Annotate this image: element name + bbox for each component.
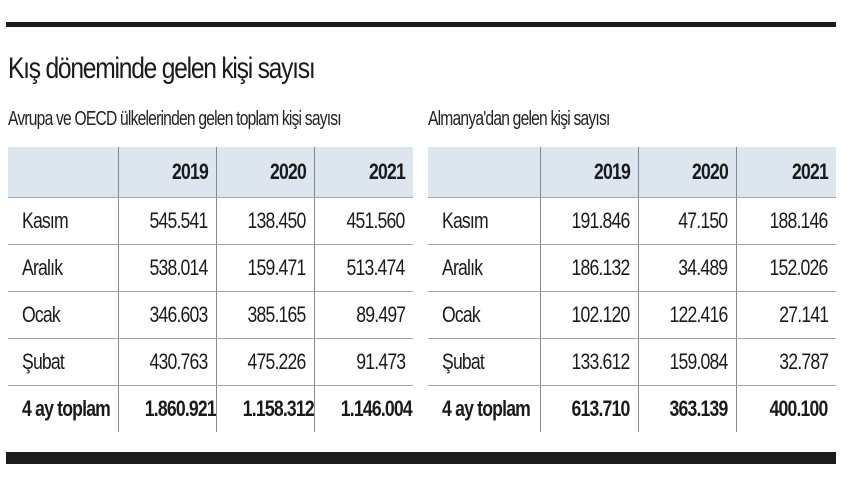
page-title: Kış döneminde gelen kişi sayısı (8, 52, 316, 85)
total-row: 4 ay toplam 1.860.921 1.158.312 1.146.00… (8, 385, 413, 432)
table-row: Aralık 186.132 34.489 152.026 (428, 244, 836, 292)
table-cell: 47.150 (638, 197, 737, 245)
table-cell: 27.141 (736, 291, 836, 339)
table-row: Şubat 430.763 475.226 91.473 (8, 338, 413, 386)
table-cell: 613.710 (540, 385, 639, 432)
row-label: 4 ay toplam (428, 385, 541, 432)
table-row: Şubat 133.612 159.084 32.787 (428, 338, 836, 386)
row-label: Şubat (428, 338, 541, 386)
table-cell: 138.450 (216, 197, 315, 245)
table-cell: 513.474 (314, 244, 413, 292)
column-header: 2021 (314, 147, 413, 198)
row-label: Ocak (8, 291, 119, 339)
column-header: 2020 (638, 147, 737, 198)
table-cell: 159.084 (638, 338, 737, 386)
row-label: 4 ay toplam (8, 385, 119, 432)
europe-oecd-table: 2019 2020 2021 Kasım 545.541 138.450 451… (8, 147, 413, 432)
germany-table: 2019 2020 2021 Kasım 191.846 47.150 188.… (428, 147, 836, 432)
row-label: Aralık (8, 244, 119, 292)
table-cell: 451.560 (314, 197, 413, 245)
table-cell: 34.489 (638, 244, 737, 292)
table-cell: 346.603 (118, 291, 217, 339)
table-row: Aralık 538.014 159.471 513.474 (8, 244, 413, 292)
total-row: 4 ay toplam 613.710 363.139 400.100 (428, 385, 836, 432)
table-cell: 102.120 (540, 291, 639, 339)
table-cell: 133.612 (540, 338, 639, 386)
table-row: Kasım 545.541 138.450 451.560 (8, 197, 413, 245)
row-label: Ocak (428, 291, 541, 339)
header-corner (428, 147, 541, 198)
top-rule (6, 22, 836, 27)
table-row: Kasım 191.846 47.150 188.146 (428, 197, 836, 245)
header-corner (8, 147, 119, 198)
table-header-row: 2019 2020 2021 (8, 147, 413, 198)
table-row: Ocak 346.603 385.165 89.497 (8, 291, 413, 339)
row-label: Kasım (428, 197, 541, 245)
left-table-caption: Avrupa ve OECD ülkelerinden gelen toplam… (8, 108, 342, 130)
row-label: Şubat (8, 338, 119, 386)
table-cell: 122.416 (638, 291, 737, 339)
column-header: 2019 (118, 147, 217, 198)
table-cell: 538.014 (118, 244, 217, 292)
table-cell: 159.471 (216, 244, 315, 292)
bottom-rule (6, 452, 836, 464)
table-cell: 475.226 (216, 338, 315, 386)
table-row: Ocak 102.120 122.416 27.141 (428, 291, 836, 339)
table-cell: 186.132 (540, 244, 639, 292)
table-cell: 400.100 (769, 396, 829, 421)
table-cell: 188.146 (736, 197, 836, 245)
column-header: 2019 (540, 147, 639, 198)
column-header: 2020 (216, 147, 315, 198)
table-cell: 1.158.312 (216, 385, 315, 432)
table-cell: 385.165 (216, 291, 315, 339)
table-cell: 363.139 (638, 385, 737, 432)
right-table-caption: Almanya'dan gelen kişi sayısı (428, 108, 610, 130)
table-cell: 191.846 (540, 197, 639, 245)
table-cell: 89.497 (314, 291, 413, 339)
table-cell: 1.146.004 (340, 396, 412, 421)
table-cell: 91.473 (314, 338, 413, 386)
row-label: Kasım (8, 197, 119, 245)
table-cell: 430.763 (118, 338, 217, 386)
row-label: Aralık (428, 244, 541, 292)
table-cell: 152.026 (736, 244, 836, 292)
table-cell: 1.860.921 (118, 385, 217, 432)
column-header: 2021 (736, 147, 836, 198)
table-cell: 545.541 (118, 197, 217, 245)
table-cell: 32.787 (736, 338, 836, 386)
table-header-row: 2019 2020 2021 (428, 147, 836, 198)
